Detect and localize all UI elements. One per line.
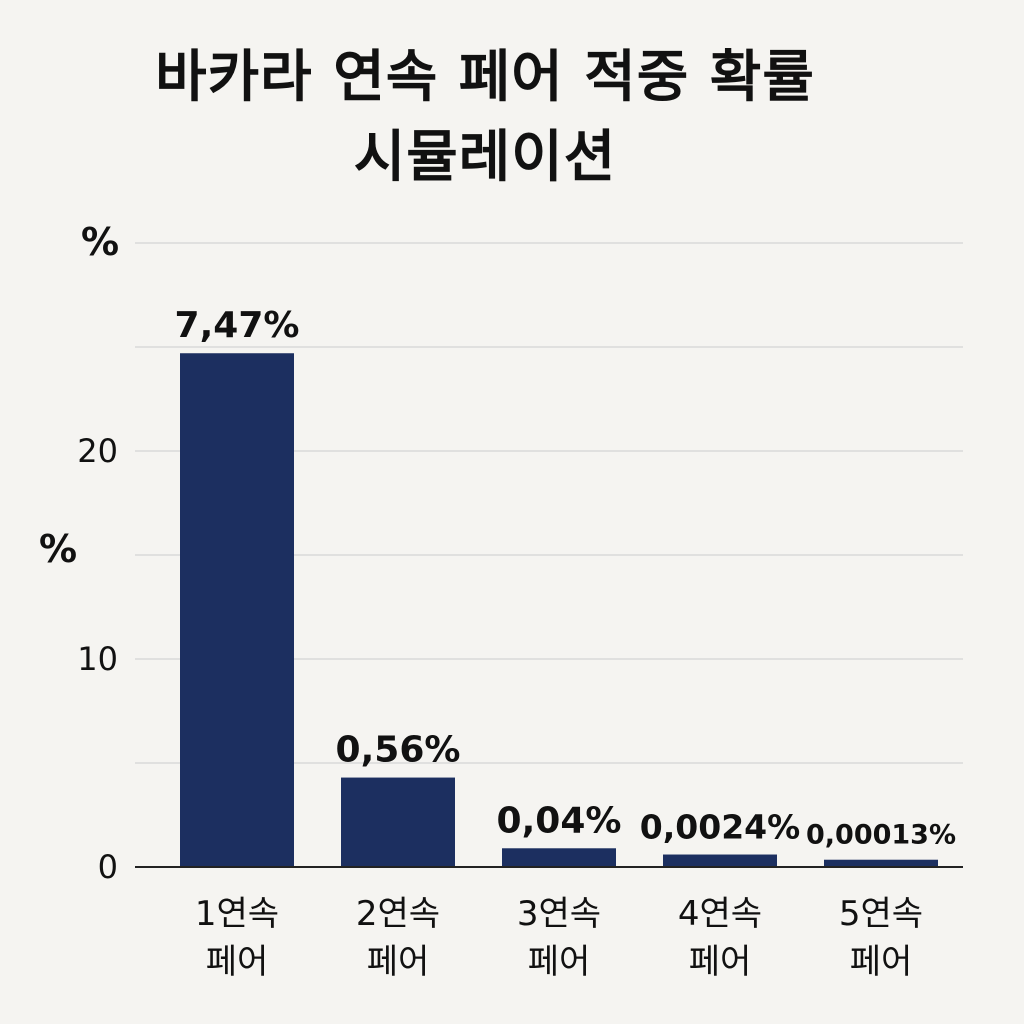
data-label: 0,00013% xyxy=(806,820,956,851)
y-axis-unit-label: % xyxy=(39,527,77,571)
data-labels: 7,47% 0,56% 0,04% 0,0024% 0,00013% xyxy=(175,305,956,850)
data-label: 0,0024% xyxy=(640,808,800,847)
x-tick-label: 페어 xyxy=(689,942,752,982)
data-label: 0,56% xyxy=(336,730,461,771)
x-tick-label: 3연속 xyxy=(517,894,601,934)
y-tick-label: 0 xyxy=(98,848,118,886)
x-tick-label: 5연속 xyxy=(839,894,923,934)
bars xyxy=(180,353,938,867)
bar xyxy=(824,859,938,867)
bar xyxy=(502,848,616,867)
bar xyxy=(341,777,455,867)
y-tick-label: 10 xyxy=(77,640,118,678)
y-axis-ticks: 0 10 20 xyxy=(77,432,118,886)
data-label: 7,47% xyxy=(175,305,300,346)
bar xyxy=(180,353,294,867)
data-label: 0,04% xyxy=(497,800,622,841)
x-tick-label: 4연속 xyxy=(678,894,762,934)
y-axis-unit-top: % xyxy=(81,220,119,264)
x-tick-label: 페어 xyxy=(850,942,913,982)
y-tick-label: 20 xyxy=(77,432,118,470)
x-tick-label: 페어 xyxy=(367,942,430,982)
x-tick-label: 1연속 xyxy=(195,894,279,934)
x-tick-label: 페어 xyxy=(528,942,591,982)
x-tick-label: 2연속 xyxy=(356,894,440,934)
chart-title: 바카라 연속 페어 적중 확률 시뮬레이션 xyxy=(0,38,970,198)
bar xyxy=(663,854,777,867)
chart-title-line-2: 시뮬레이션 xyxy=(353,125,617,190)
x-tick-label: 페어 xyxy=(206,942,269,982)
chart-title-line-1: 바카라 연속 페어 적중 확률 xyxy=(155,45,815,110)
